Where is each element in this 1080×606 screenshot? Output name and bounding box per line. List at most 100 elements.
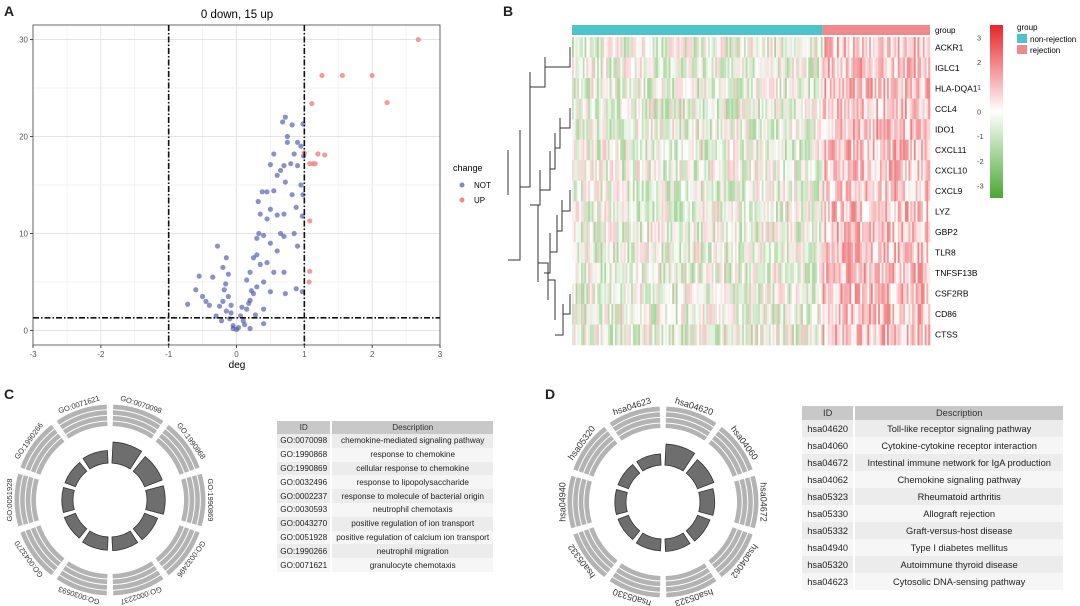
heatmap-cell (681, 221, 684, 243)
heatmap-cell (745, 78, 748, 99)
heatmap-cell (614, 221, 618, 243)
heatmap-cell (627, 119, 630, 140)
heatmap-cell (702, 139, 705, 161)
heatmap-cell (616, 98, 619, 120)
heatmap-cell (853, 57, 856, 79)
heatmap-cell (677, 37, 680, 58)
outer-ring-band (155, 525, 184, 562)
heatmap-cell (906, 201, 909, 223)
heatmap-cell (795, 283, 798, 305)
heatmap-cell (842, 180, 845, 202)
heatmap-cell (792, 57, 795, 79)
heatmap-cell (928, 324, 931, 346)
heatmap-cell (613, 139, 616, 161)
outer-ring-band (36, 525, 65, 562)
heatmap-cell (867, 242, 870, 264)
legend-up-swatch (459, 197, 465, 203)
heatmap-cell (806, 262, 809, 284)
heatmap-cell (874, 78, 877, 99)
heatmap-cell (691, 303, 695, 325)
heatmap-cell (591, 201, 594, 223)
heatmap-cell (650, 98, 653, 120)
heatmap-cell (815, 98, 818, 120)
outer-ring-band (612, 412, 661, 432)
heatmap-cell (616, 78, 619, 99)
heatmap-cell (720, 324, 723, 346)
id-cell: hsa05320 (802, 556, 856, 573)
heatmap-cell (804, 303, 807, 325)
heatmap-cell (801, 160, 804, 182)
heatmap-cell (888, 160, 891, 182)
heatmap-cell (700, 160, 703, 182)
heatmap-cell (924, 37, 927, 58)
heatmap-cell (835, 324, 838, 346)
heatmap-cell (675, 37, 678, 58)
heatmap-cell (604, 242, 607, 264)
heatmap-cell (785, 78, 788, 99)
heatmap-cell (598, 221, 601, 243)
heatmap-cell (863, 98, 866, 120)
heatmap-cell (751, 78, 754, 99)
heatmap-cell (725, 37, 729, 58)
heatmap-cell (666, 37, 669, 58)
heatmap-cell (584, 242, 587, 264)
heatmap-cell (811, 262, 814, 284)
heatmap-cell (799, 37, 802, 58)
heatmap-cell (870, 324, 874, 346)
heatmap-cell (575, 242, 578, 264)
heatmap-cell (895, 242, 899, 264)
heatmap-cell (895, 262, 899, 284)
heatmap-cell (720, 303, 723, 325)
heatmap-cell (743, 160, 746, 182)
heatmap-cell (668, 139, 671, 161)
heatmap-cell (759, 78, 763, 99)
heatmap-cell (670, 160, 673, 182)
heatmap-cell (663, 57, 666, 79)
heatmap-cell (779, 78, 782, 99)
data-point-not (277, 167, 284, 174)
heatmap-cell (742, 78, 745, 99)
heatmap-cell (575, 221, 578, 243)
heatmap-cell (854, 262, 857, 284)
heatmap-cell (885, 262, 888, 284)
heatmap-cell (765, 57, 768, 79)
heatmap-cell (853, 139, 856, 161)
heatmap-cell (690, 37, 693, 58)
heatmap-cell (699, 324, 702, 346)
heatmap-cell (788, 119, 791, 140)
heatmap-cell (854, 324, 857, 346)
outer-ring-band (66, 421, 108, 439)
heatmap-cell (589, 180, 592, 202)
inner-bar (617, 514, 641, 541)
heatmap-cell (915, 262, 918, 284)
heatmap-cell (725, 221, 729, 243)
heatmap-cell (888, 283, 891, 305)
outer-ring-band (734, 480, 742, 524)
heatmap-cell (614, 119, 618, 140)
legend-non-rejection-swatch (1017, 34, 1027, 43)
heatmap-cell (858, 242, 861, 264)
heatmap-cell (831, 324, 834, 346)
heatmap-cell (808, 180, 811, 202)
heatmap-cell (811, 119, 814, 140)
heatmap-cell (690, 242, 693, 264)
heatmap-cell (623, 119, 626, 140)
heatmap-cell (674, 221, 677, 243)
heatmap-cell (742, 201, 745, 223)
heatmap-cell (819, 324, 822, 346)
heatmap-cell (776, 139, 779, 161)
outer-ring-band (567, 475, 576, 529)
heatmap-cell (616, 139, 619, 161)
heatmap-cell (904, 180, 908, 202)
heatmap-cell (797, 37, 800, 58)
table-row: hsa04940 Type I diabetes mellitus (802, 539, 1063, 556)
data-point-not (248, 288, 255, 294)
heatmap-cell (903, 283, 906, 305)
heatmap-cell (575, 98, 578, 120)
heatmap-cell (817, 57, 820, 79)
heatmap-cell (602, 324, 605, 346)
heatmap-cell (788, 98, 791, 120)
heatmap-cell (643, 262, 646, 284)
outer-ring-band (113, 404, 164, 425)
heatmap-cell (604, 37, 607, 58)
